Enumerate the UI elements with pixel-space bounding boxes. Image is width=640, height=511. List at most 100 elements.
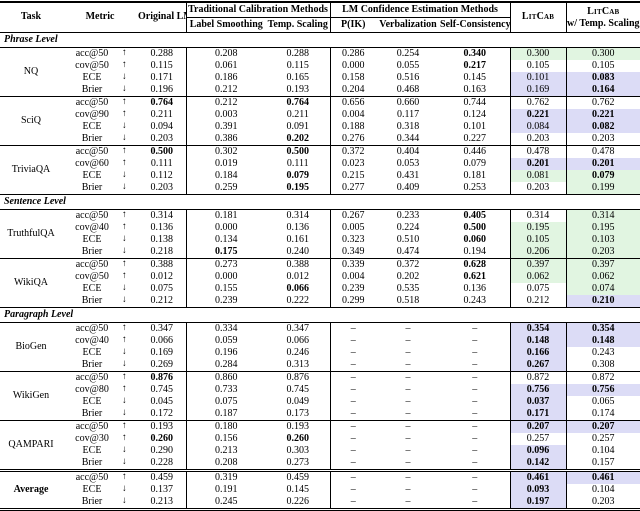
metric-label: cov@60 [75, 158, 109, 169]
value-cell: 0.227 [463, 133, 487, 144]
metric-direction-arrow: ↓ [122, 445, 127, 456]
value-cell: 0.000 [329, 60, 377, 72]
value-cell: 0.061 [185, 60, 266, 72]
value-cell: – [440, 322, 511, 335]
value-cell: – [405, 408, 411, 419]
value-cell: 0.062 [509, 271, 567, 283]
value-cell: 0.277 [329, 182, 377, 195]
value-cell: 0.349 [329, 246, 377, 259]
value-cell: 0.082 [565, 121, 640, 133]
value-cell: 0.391 [185, 121, 266, 133]
value-cell: 0.196 [185, 347, 266, 359]
metric-direction-arrow: ↑ [122, 145, 138, 158]
value-cell: 0.347 [266, 322, 331, 335]
value-cell: 0.163 [463, 84, 487, 95]
value-cell: 0.300 [509, 47, 567, 60]
value-cell: – [329, 335, 377, 347]
value-cell: 0.656 [329, 96, 377, 109]
value-cell: 0.075 [185, 396, 266, 408]
value-cell: 0.142 [509, 457, 567, 471]
value-cell: 0.257 [509, 433, 567, 445]
value-cell: – [329, 347, 377, 359]
value-cell: 0.195 [565, 222, 640, 234]
value-cell: – [472, 396, 478, 407]
metric-label: acc@50 [62, 47, 122, 60]
col-header-litcab-temp-scaling: LitCab w/ Temp. Scaling [565, 2, 640, 33]
value-cell: – [329, 396, 377, 408]
value-cell: 0.206 [509, 246, 567, 259]
col-header-litcab: LitCab [509, 2, 567, 33]
col-header-label-smoothing: Label Smoothing [185, 17, 266, 33]
value-cell: 0.876 [266, 371, 331, 384]
value-cell: 0.201 [565, 158, 640, 170]
value-cell: 0.535 [396, 283, 420, 294]
value-cell: 0.239 [329, 283, 377, 295]
value-cell: 0.173 [286, 408, 310, 419]
value-cell: 0.510 [396, 234, 420, 245]
metric-label: acc@50 [62, 469, 122, 484]
col-header-verbalization: Verbalization [376, 17, 441, 33]
value-cell: 0.184 [185, 170, 266, 182]
value-cell: – [405, 445, 411, 456]
value-cell: 0.405 [440, 209, 511, 222]
value-cell: 0.212 [509, 295, 567, 308]
value-cell: 0.660 [376, 96, 441, 109]
value-cell: 0.334 [185, 322, 266, 335]
value-cell: 0.193 [286, 84, 310, 95]
metric-label: acc@50 [62, 145, 122, 158]
task-name: QAMPARI [0, 420, 62, 471]
table-body: Phrase Level NQ acc@50 ↑ 0.288 0.208 0.288 0.28… [0, 32, 640, 510]
value-cell: – [376, 322, 441, 335]
col-header-pik: P(IK) [329, 17, 377, 33]
value-cell: 0.254 [376, 47, 441, 60]
metric-label: Brier [81, 246, 103, 257]
value-cell: 0.197 [509, 496, 567, 510]
value-cell: 0.203 [150, 133, 174, 144]
metric-direction-arrow: ↓ [122, 396, 127, 407]
value-cell: 0.224 [396, 222, 420, 233]
value-cell: 0.431 [396, 170, 420, 181]
value-cell: 0.105 [509, 60, 567, 72]
metric-direction-arrow: ↑ [122, 469, 138, 484]
value-cell: 0.290 [150, 445, 174, 456]
value-cell: 0.074 [565, 283, 640, 295]
litcab-ts-title: LitCab [587, 6, 620, 17]
value-cell: 0.239 [185, 295, 266, 308]
value-cell: 0.319 [185, 469, 266, 484]
task-name: Average [0, 469, 62, 510]
value-cell: 0.340 [440, 47, 511, 60]
value-cell: 0.079 [286, 170, 310, 181]
metric-direction-arrow: ↑ [122, 384, 127, 395]
value-cell: 0.012 [150, 271, 174, 282]
metric-direction-arrow: ↓ [122, 359, 127, 370]
task-name: WikiQA [0, 258, 62, 308]
value-cell: – [405, 335, 411, 346]
value-cell: 0.111 [150, 158, 173, 169]
metric-direction-arrow: ↑ [122, 271, 127, 282]
value-cell: – [329, 408, 377, 421]
metric-label: ECE [82, 347, 102, 358]
value-cell: 0.756 [565, 384, 640, 396]
value-cell: 0.103 [565, 234, 640, 246]
col-header-task: Task [0, 2, 62, 33]
value-cell: 0.314 [509, 209, 567, 222]
value-cell: 0.260 [150, 433, 174, 444]
value-cell: 0.221 [565, 109, 640, 121]
value-cell: 0.084 [509, 121, 567, 133]
value-cell: – [472, 433, 478, 444]
value-cell: 0.474 [396, 246, 420, 257]
metric-label: cov@30 [75, 433, 109, 444]
value-cell: 0.004 [329, 271, 377, 283]
value-cell: 0.314 [266, 209, 331, 222]
metric-direction-arrow: ↓ [122, 234, 127, 245]
value-cell: – [376, 371, 441, 384]
value-cell: 0.409 [396, 182, 420, 193]
value-cell: – [440, 371, 511, 384]
value-cell: 0.156 [185, 433, 266, 445]
value-cell: 0.202 [286, 133, 310, 144]
value-cell: 0.000 [185, 271, 266, 283]
value-cell: 0.288 [138, 47, 186, 60]
value-cell: 0.516 [396, 72, 420, 83]
value-cell: 0.500 [463, 222, 487, 233]
value-cell: 0.245 [185, 496, 266, 510]
